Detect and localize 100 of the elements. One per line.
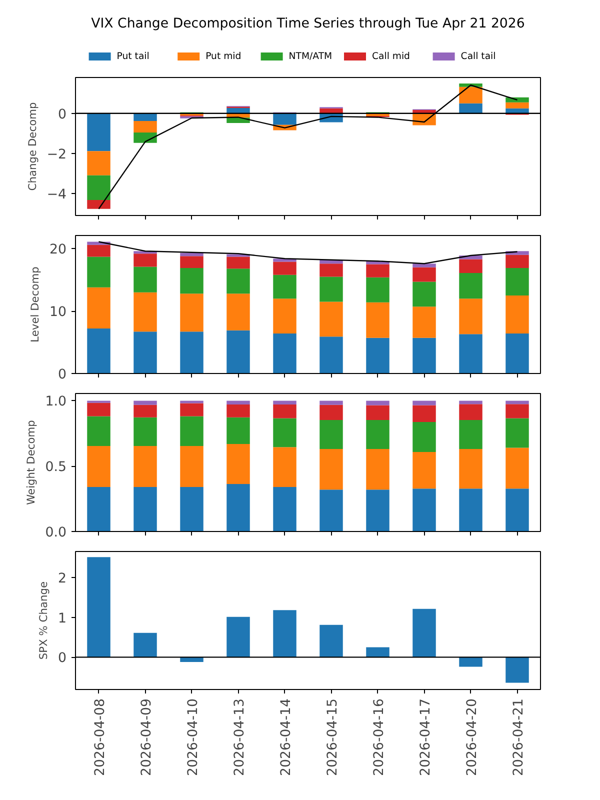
bar [134,632,157,658]
bar [506,268,529,296]
bar [506,108,529,114]
bar [273,334,296,374]
bar [134,113,157,122]
bar [506,254,529,268]
bar [87,244,110,257]
legend-label: NTM/ATM [288,51,332,62]
bar [366,277,390,302]
bar [180,400,204,404]
x-tick-label: 2026-04-13 [232,698,248,776]
x-tick-label: 2026-04-16 [372,698,387,776]
y-axis-title: SPX % Change [37,581,50,660]
x-tick-label: 2026-04-10 [186,698,201,776]
bar [506,334,529,374]
bar [459,488,482,532]
bar [134,446,157,488]
bar [134,404,157,418]
bar [320,624,343,658]
y-tick-label: 1.0 [45,394,67,410]
bar [273,400,296,404]
bar [180,268,204,294]
bar [459,404,482,420]
bar [366,420,390,449]
bar [320,448,343,490]
legend-label: Put mid [206,51,242,62]
bar [459,448,482,489]
legend-label: Put tail [116,51,150,62]
bar [273,487,296,532]
bar [273,298,296,334]
bar [273,610,296,658]
bar [459,259,482,273]
bar [226,330,250,374]
bar [459,103,482,114]
bar [366,490,390,532]
bar [87,287,110,329]
bar [180,256,204,268]
bar [87,557,110,658]
bar [273,447,296,488]
bar [459,272,482,299]
bar [366,338,390,374]
bar [412,306,436,338]
bar [320,264,343,277]
bar [459,86,482,104]
bar [366,264,390,278]
bar [134,400,157,405]
y-tick-label: −2 [46,148,67,163]
bar [506,418,529,448]
y-tick-label: 0 [58,651,67,666]
bar [87,200,110,209]
y-tick-label: 20 [50,242,67,258]
bar [412,282,436,307]
x-tick-label: 2026-04-14 [278,698,294,776]
bar [226,616,250,658]
legend-label: Call mid [372,51,410,62]
bar [226,400,250,404]
bar [320,404,343,420]
bar [87,175,110,200]
y-tick-label: 1 [58,611,67,626]
bar [459,657,482,667]
bar [134,132,157,143]
bar [180,252,204,256]
bar [273,418,296,448]
bar [506,404,529,418]
y-tick-label: 0 [58,368,67,382]
bar [412,422,436,452]
y-tick-label: 0 [58,107,67,122]
bar [506,102,529,108]
x-tick-label: 2026-04-21 [511,698,526,776]
y-tick-label: 10 [50,305,67,320]
y-tick-label: 2 [58,571,67,586]
bar [180,446,204,488]
bar [506,488,529,532]
bar [412,264,436,268]
bar [87,487,110,532]
bar [180,294,204,332]
bar [320,400,343,405]
x-tick-label: 2026-04-15 [325,698,340,776]
bar [459,334,482,374]
bar [412,608,436,658]
bar [412,267,436,282]
bar [459,400,482,404]
bar [412,400,436,406]
bar [226,417,250,444]
bar [320,276,343,302]
bar [506,295,529,334]
bar [87,328,110,374]
y-tick-label: −4 [46,188,67,203]
bar [366,448,390,490]
bar [506,657,529,683]
bar [134,121,157,132]
bar [180,487,204,532]
bar [87,416,110,446]
bar [506,448,529,489]
y-tick-label: 0.5 [45,460,67,476]
bar [226,256,250,269]
bar [134,266,157,292]
bar [134,487,157,532]
bar [87,113,110,152]
bar [320,490,343,532]
